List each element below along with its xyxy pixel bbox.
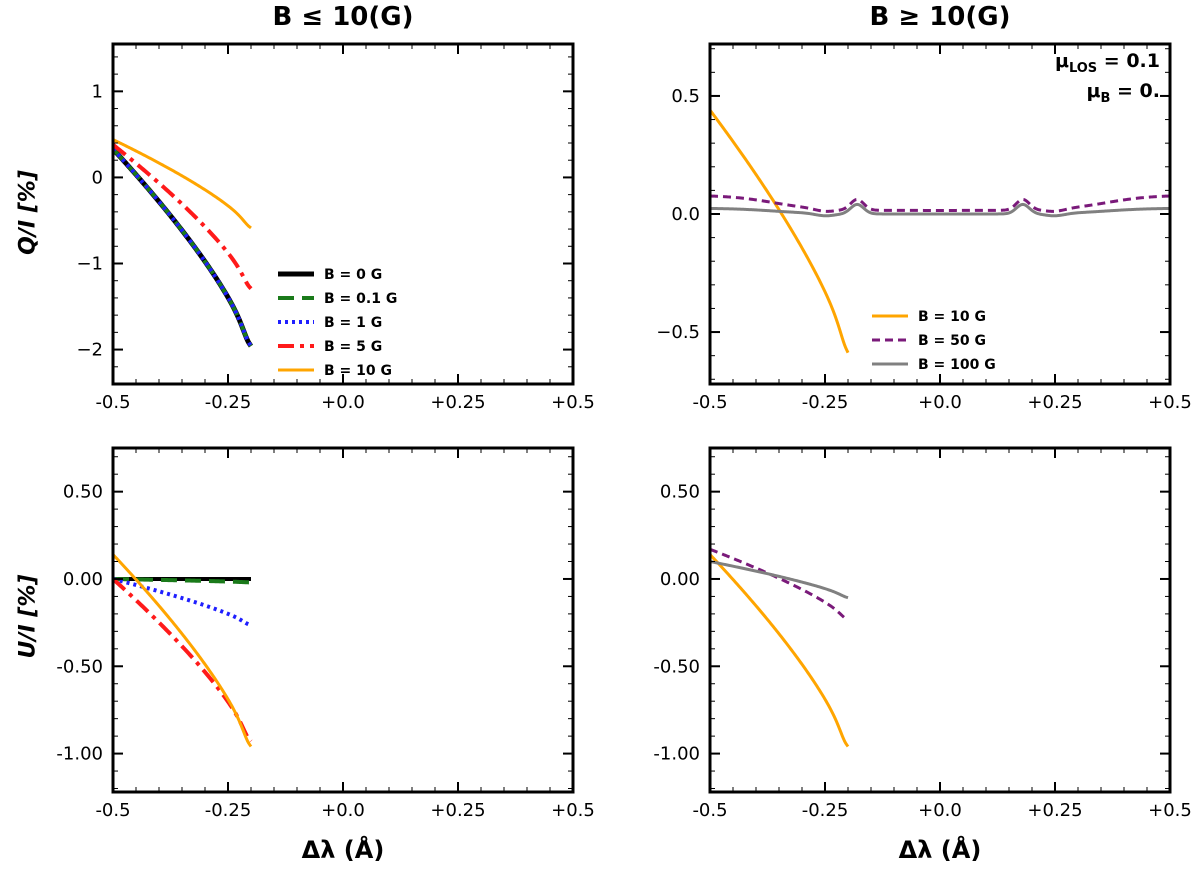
y-tick-label: 0.50 (63, 482, 103, 503)
series-line-2 (710, 560, 849, 600)
panel-u-right: -0.5 -0.25 +0.0 +0.25 +0.5 -1.00 -0.50 0.00 0.50 (653, 446, 1192, 821)
col-title-left: B ≤ 10(G) (272, 2, 414, 32)
x-tick-label: +0.25 (430, 392, 485, 413)
y-tick-label: 0.00 (660, 569, 700, 590)
series-line-0 (113, 147, 254, 348)
ylabel-bottom: U/I [%] (15, 574, 41, 659)
x-tick-label: +0.25 (1027, 800, 1082, 821)
x-tick-label: +0.5 (1148, 800, 1192, 821)
x-tick-label: -0.25 (205, 392, 252, 413)
x-tick-label: +0.0 (918, 392, 962, 413)
series-line-2 (710, 202, 1170, 218)
y-tick-label: −0.5 (656, 322, 700, 343)
x-tick-label: -0.25 (205, 800, 252, 821)
x-tick-label: -0.5 (692, 392, 727, 413)
xlabel-left: Δλ (Å) (301, 836, 385, 864)
y-tick-label: 0.00 (63, 569, 103, 590)
annotation-mu-b: μB = 0. (1086, 80, 1160, 106)
plot-frame (111, 446, 575, 794)
series-line-0 (710, 109, 850, 354)
legend-label: B = 10 G (918, 309, 986, 325)
y-tick-label: -1.00 (653, 744, 700, 765)
annotation-mu-los: μLOS = 0.1 (1054, 50, 1160, 76)
x-tick-label: +0.5 (551, 800, 595, 821)
series-line-1 (710, 547, 849, 622)
legend-label: B = 0.1 G (324, 291, 397, 307)
legend-label: B = 50 G (918, 333, 986, 349)
x-tick-label: -0.25 (802, 392, 849, 413)
x-tick-label: -0.5 (692, 800, 727, 821)
series-line-3 (113, 577, 253, 743)
x-tick-label: -0.5 (95, 800, 130, 821)
series-line-2 (113, 147, 253, 348)
legend-label: B = 0 G (324, 267, 382, 283)
y-tick-label: 0.50 (660, 482, 700, 503)
y-tick-label: −1 (76, 253, 103, 274)
y-tick-label: −2 (76, 340, 103, 361)
series-line-1 (113, 147, 253, 348)
x-tick-label: -0.5 (95, 392, 130, 413)
x-tick-label: +0.5 (551, 392, 595, 413)
y-tick-label: 0.5 (671, 86, 700, 107)
x-tick-label: +0.25 (430, 800, 485, 821)
series-line-2 (113, 577, 252, 627)
col-title-right: B ≥ 10(G) (869, 2, 1011, 32)
series-line-1 (710, 194, 1170, 213)
x-tick-label: +0.5 (1148, 392, 1192, 413)
plot-frame (111, 42, 575, 386)
series-line-4 (113, 138, 252, 230)
legend: B = 10 G B = 50 G B = 100 G (872, 309, 996, 373)
y-tick-label: -1.00 (56, 744, 103, 765)
panel-q-right: -0.5 -0.25 +0.0 +0.25 +0.5 −0.5 0.0 0.5 B = 10 G… (656, 42, 1192, 413)
series-group (113, 138, 254, 348)
y-tick-label: 0 (92, 167, 103, 188)
series-line-0 (710, 553, 850, 748)
y-tick-label: 1 (92, 81, 103, 102)
x-tick-label: -0.25 (802, 800, 849, 821)
x-tick-label: +0.0 (321, 392, 365, 413)
legend-label: B = 100 G (918, 357, 996, 373)
legend-label: B = 1 G (324, 315, 382, 331)
series-group (710, 547, 850, 748)
legend-label: B = 5 G (324, 339, 382, 355)
legend-label: B = 10 G (324, 363, 392, 379)
ylabel-top: Q/I [%] (15, 170, 41, 255)
x-tick-label: +0.0 (918, 800, 962, 821)
xlabel-right: Δλ (Å) (898, 836, 982, 864)
series-line-3 (113, 143, 253, 290)
series-line-4 (113, 553, 253, 748)
plot-frame (708, 446, 1172, 794)
x-tick-label: +0.0 (321, 800, 365, 821)
y-tick-label: -0.50 (653, 656, 700, 677)
series-group (113, 553, 253, 748)
y-tick-label: -0.50 (56, 656, 103, 677)
legend: B = 0 G B = 0.1 G B = 1 G B = 5 G B = 10 G (278, 267, 397, 379)
y-tick-label: 0.0 (671, 204, 700, 225)
panel-u-left: -0.5 -0.25 +0.0 +0.25 +0.5 -1.00 -0.50 0.00 0.50 (56, 446, 595, 821)
series-group (710, 109, 1170, 354)
x-tick-label: +0.25 (1027, 392, 1082, 413)
